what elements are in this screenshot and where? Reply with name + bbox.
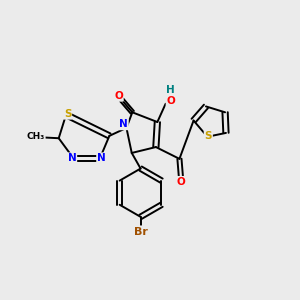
Text: N: N xyxy=(68,153,76,163)
Text: O: O xyxy=(167,96,175,106)
Text: H: H xyxy=(166,85,175,95)
Text: S: S xyxy=(64,109,71,119)
Text: O: O xyxy=(114,91,123,101)
Text: O: O xyxy=(176,177,185,187)
Text: CH₃: CH₃ xyxy=(27,132,45,141)
Text: Br: Br xyxy=(134,226,148,237)
Text: S: S xyxy=(205,131,212,141)
Text: N: N xyxy=(119,119,128,129)
Text: N: N xyxy=(97,153,106,163)
